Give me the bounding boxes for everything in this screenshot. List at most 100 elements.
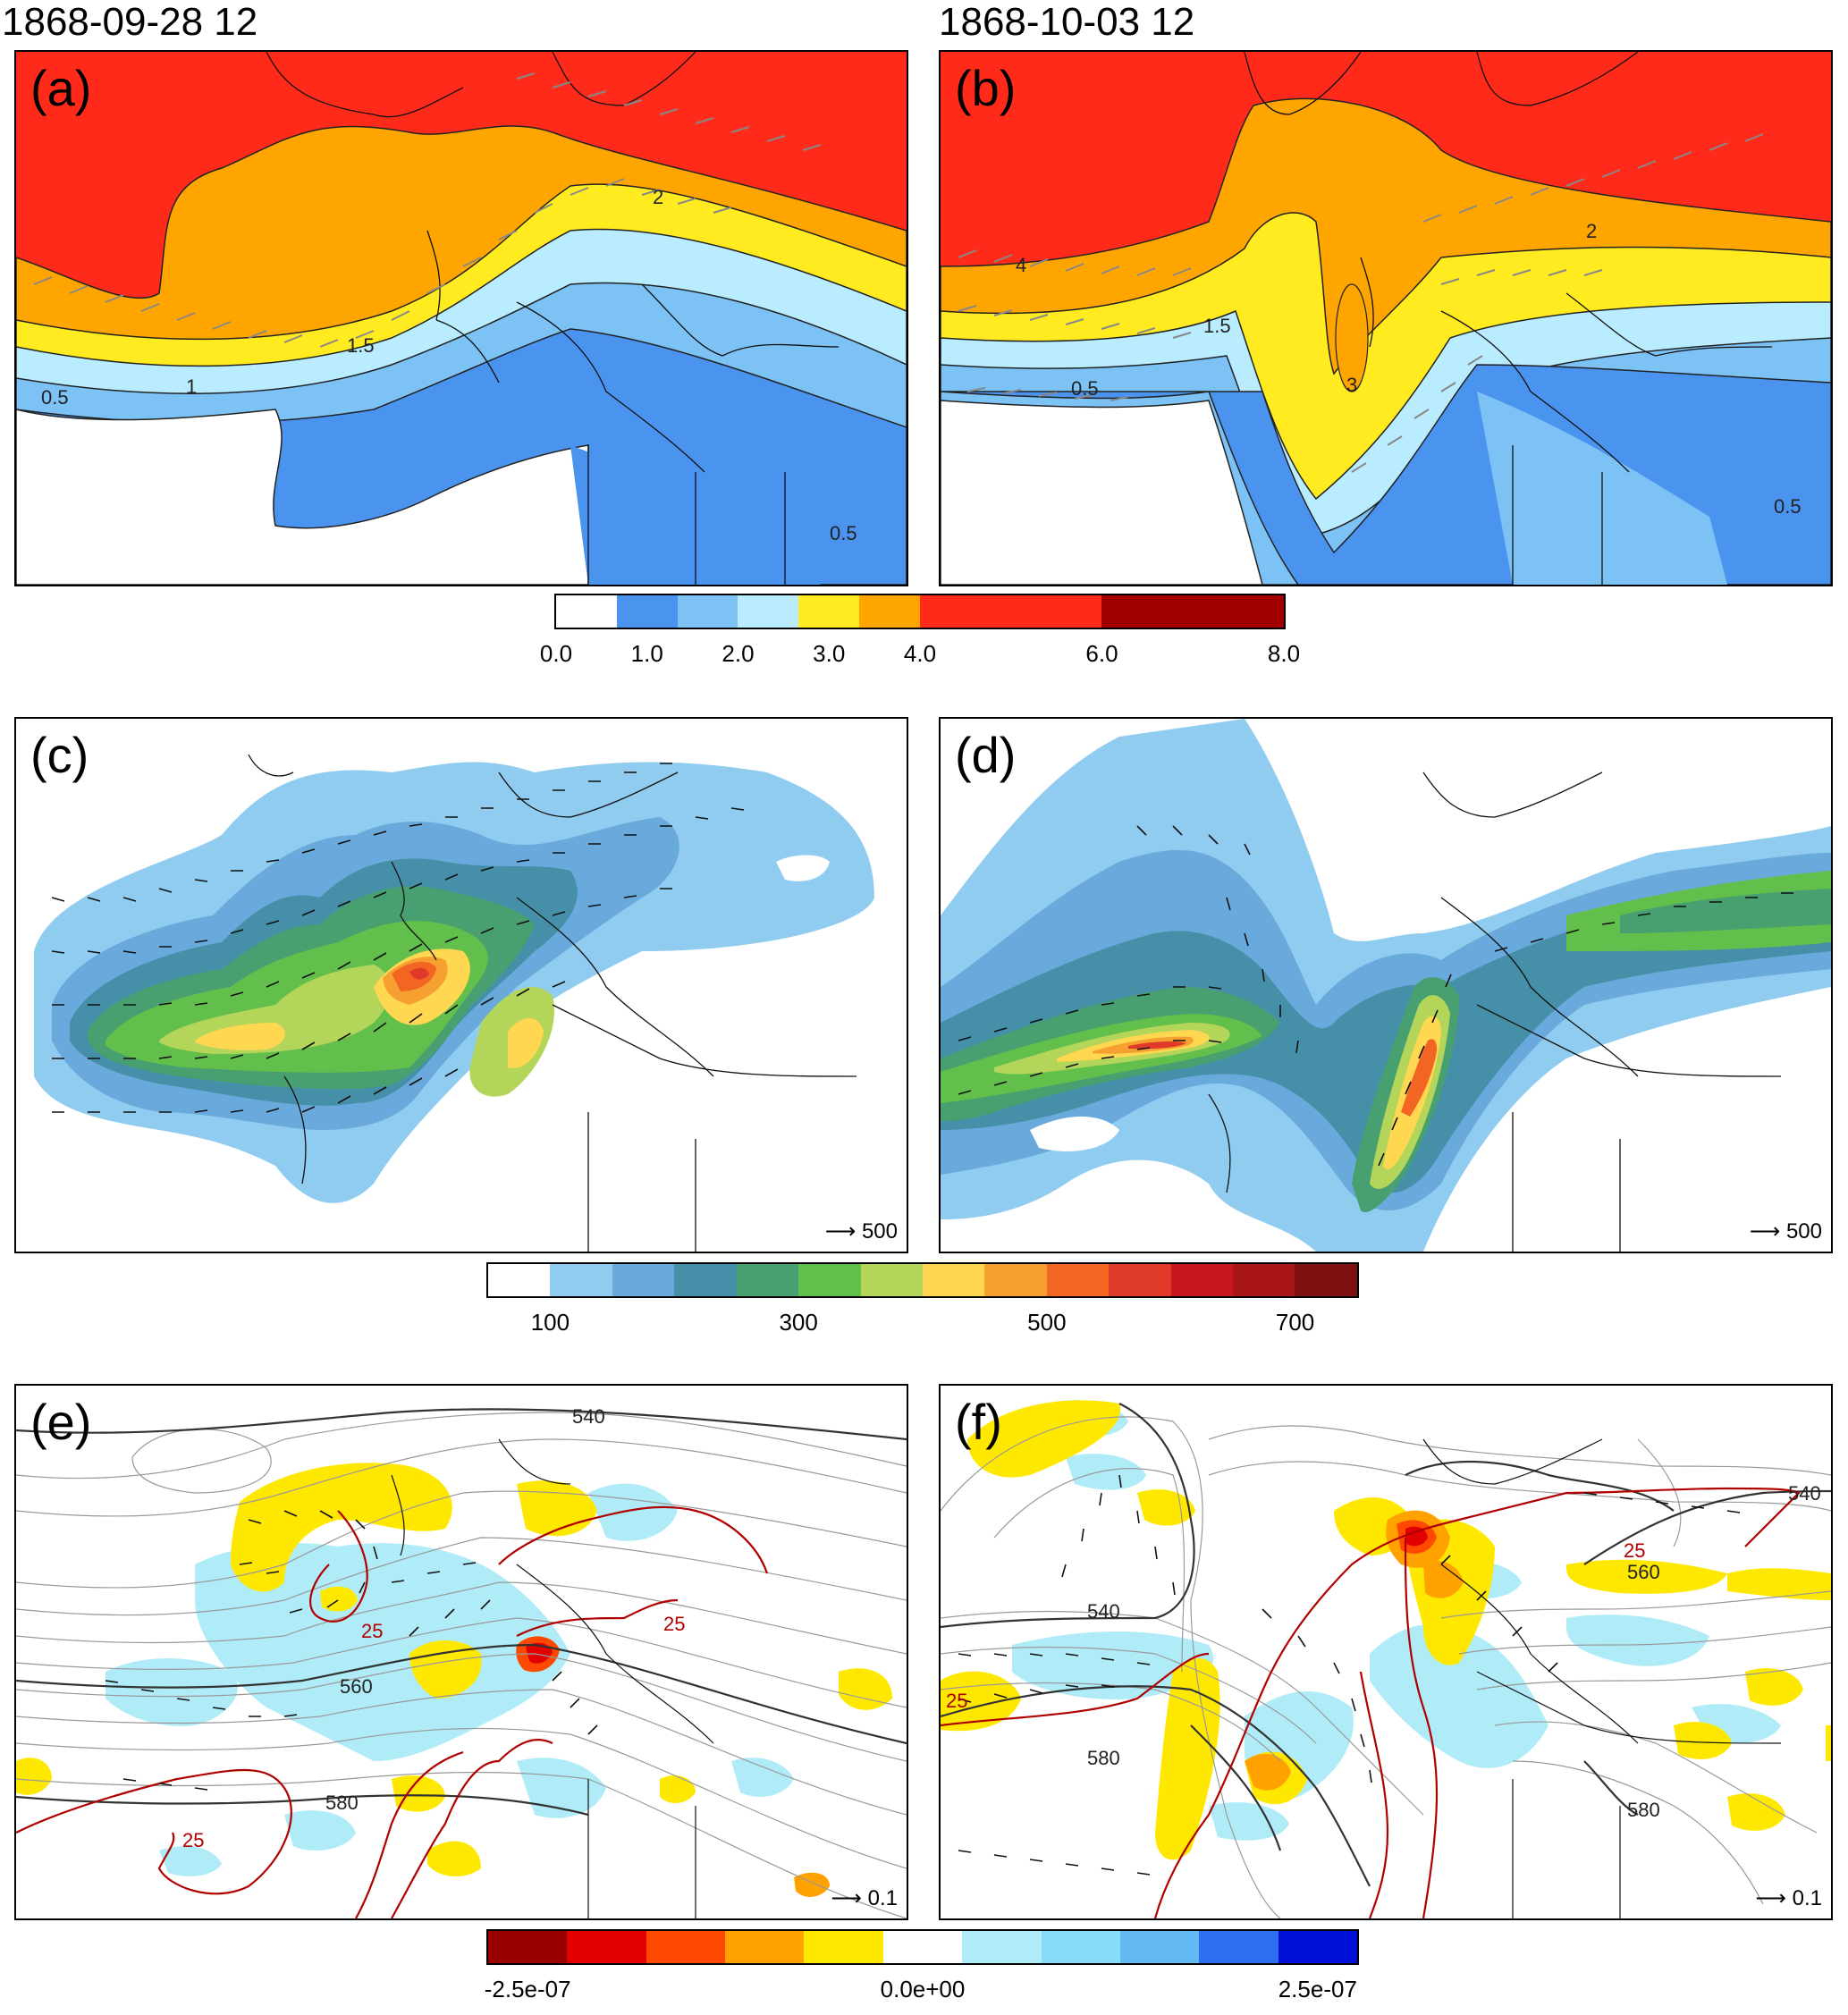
panel-d: (d) ⟶ 500 xyxy=(939,717,1833,1253)
colorbar-swatch xyxy=(1041,1931,1120,1963)
panel-b-contour-label: 4 xyxy=(1016,254,1027,276)
panel-e-map xyxy=(16,1386,907,1918)
colorbar-swatch xyxy=(550,1264,612,1296)
colorbar-tick-label: 0.0 xyxy=(539,640,573,667)
panel-d-label: (d) xyxy=(955,727,1017,783)
colorbar-swatch xyxy=(1278,1931,1357,1963)
arrow-icon: ⟶ xyxy=(1755,1886,1793,1910)
panel-b-contour-label: 2 xyxy=(1586,220,1598,242)
colorbar-tick-label: 6.0 xyxy=(1085,640,1118,667)
colorbar-middle xyxy=(486,1262,1359,1298)
panel-c-reference-value: 500 xyxy=(861,1219,898,1244)
panel-b-contour-label: 1.5 xyxy=(1203,315,1231,337)
panel-f-reference-value: 0.1 xyxy=(1792,1886,1822,1910)
panel-d-reference-value: 500 xyxy=(1785,1219,1822,1244)
colorbar-tick-label: 0.0e+00 xyxy=(880,1976,966,2002)
panel-f-contour-label: 540 xyxy=(1788,1482,1821,1505)
colorbar-tick-label: 300 xyxy=(779,1309,818,1336)
colorbar-tick-label: 2.0 xyxy=(721,640,755,667)
colorbar-top xyxy=(554,594,1286,629)
colorbar-top-ticks: 0.0 1.0 2.0 3.0 4.0 6.0 8.0 xyxy=(540,640,1300,676)
colorbar-swatch xyxy=(1295,1264,1357,1296)
panel-a-contour-label: 0.5 xyxy=(830,522,857,544)
panel-e-contour-label: 540 xyxy=(572,1405,605,1428)
panel-e-label: (e) xyxy=(30,1394,92,1450)
panel-f-contour-label: 580 xyxy=(1087,1747,1120,1769)
panel-a-contour-label: 1.5 xyxy=(347,334,375,357)
date-left: 1868-09-28 12 xyxy=(2,0,258,44)
panel-a-contour-label: 1 xyxy=(186,375,198,398)
colorbar-swatch xyxy=(677,595,738,628)
panel-e-reference-vector: ⟶ 0.1 xyxy=(831,1885,898,1911)
colorbar-swatch xyxy=(725,1931,805,1963)
colorbar-tick-label: 500 xyxy=(1027,1309,1067,1336)
panel-f-contour-label: 25 xyxy=(946,1690,968,1712)
panel-a: (a) 0.5 1 1.5 2 0.5 xyxy=(14,50,908,586)
colorbar-swatch xyxy=(804,1931,883,1963)
colorbar-swatch xyxy=(1046,1264,1110,1296)
colorbar-bottom-ticks: -2.5e-07 0.0e+00 2.5e-07 xyxy=(484,1976,1357,2011)
arrow-icon: ⟶ xyxy=(1749,1219,1786,1244)
panel-b-label: (b) xyxy=(955,60,1017,116)
panel-e-contour-label: 25 xyxy=(663,1613,686,1635)
colorbar-swatch xyxy=(919,595,981,628)
panel-e-contour-label: 580 xyxy=(325,1792,359,1814)
colorbar-tick-label: 4.0 xyxy=(903,640,937,667)
panel-d-reference-vector: ⟶ 500 xyxy=(1750,1218,1822,1244)
colorbar-swatch xyxy=(1199,1931,1278,1963)
colorbar-swatch xyxy=(980,595,1042,628)
panel-f-label: (f) xyxy=(955,1394,1002,1450)
panel-f-contour-label: 560 xyxy=(1627,1561,1660,1583)
colorbar-swatch xyxy=(616,595,678,628)
panel-b-contour-label: 3 xyxy=(1346,374,1358,396)
panel-e-contour-label: 560 xyxy=(340,1675,373,1698)
colorbar-swatch xyxy=(798,1264,861,1296)
colorbar-middle-ticks: 100 300 500 700 xyxy=(488,1309,1357,1345)
panel-b-contour-label: 0.5 xyxy=(1071,377,1099,400)
panel-a-map xyxy=(16,52,907,585)
colorbar-swatch xyxy=(1223,595,1284,628)
colorbar-swatch xyxy=(1109,1264,1171,1296)
arrow-icon: ⟶ xyxy=(831,1886,868,1910)
panel-c-reference-vector: ⟶ 500 xyxy=(825,1218,898,1244)
colorbar-swatch xyxy=(1041,595,1102,628)
colorbar-swatch xyxy=(1162,595,1224,628)
colorbar-tick-label: 3.0 xyxy=(813,640,846,667)
colorbar-swatch xyxy=(646,1931,726,1963)
panel-d-map xyxy=(941,719,1831,1252)
colorbar-swatch xyxy=(984,1264,1047,1296)
colorbar-swatch xyxy=(1119,1931,1200,1963)
panel-f: (f) 540 540 580 560 580 25 25 ⟶ 0.1 xyxy=(939,1384,1833,1920)
colorbar-swatch xyxy=(736,1264,799,1296)
panel-e: (e) 540 560 580 25 25 25 ⟶ 0.1 xyxy=(14,1384,908,1920)
colorbar-swatch xyxy=(962,1931,1042,1963)
colorbar-swatch xyxy=(859,595,920,628)
panel-f-contour-label: 580 xyxy=(1627,1799,1660,1821)
colorbar-swatch xyxy=(612,1264,675,1296)
panel-a-contour-label: 2 xyxy=(653,186,664,208)
panel-e-contour-label: 25 xyxy=(361,1620,384,1642)
panel-f-reference-vector: ⟶ 0.1 xyxy=(1756,1885,1822,1911)
colorbar-swatch xyxy=(567,1931,646,1963)
colorbar-swatch xyxy=(1101,595,1163,628)
colorbar-swatch xyxy=(860,1264,923,1296)
date-right: 1868-10-03 12 xyxy=(939,0,1195,44)
panel-f-map xyxy=(941,1386,1831,1918)
colorbar-tick-label: -2.5e-07 xyxy=(484,1976,571,2002)
panel-e-contour-label: 25 xyxy=(182,1829,205,1851)
colorbar-swatch xyxy=(1170,1264,1234,1296)
colorbar-tick-label: 8.0 xyxy=(1267,640,1301,667)
colorbar-tick-label: 1.0 xyxy=(630,640,663,667)
colorbar-swatch xyxy=(882,1931,963,1963)
colorbar-swatch xyxy=(1233,1264,1295,1296)
panel-a-label: (a) xyxy=(30,60,92,116)
panel-c-map xyxy=(16,719,907,1252)
panel-b-contour-label: 0.5 xyxy=(1774,495,1802,518)
colorbar-bottom xyxy=(486,1929,1359,1965)
panel-f-contour-label: 25 xyxy=(1624,1539,1646,1562)
arrow-icon: ⟶ xyxy=(824,1219,862,1244)
colorbar-tick-label: 700 xyxy=(1275,1309,1315,1336)
colorbar-tick-label: 2.5e-07 xyxy=(1278,1976,1357,2002)
colorbar-swatch xyxy=(556,595,617,628)
panel-c-label: (c) xyxy=(30,727,89,783)
